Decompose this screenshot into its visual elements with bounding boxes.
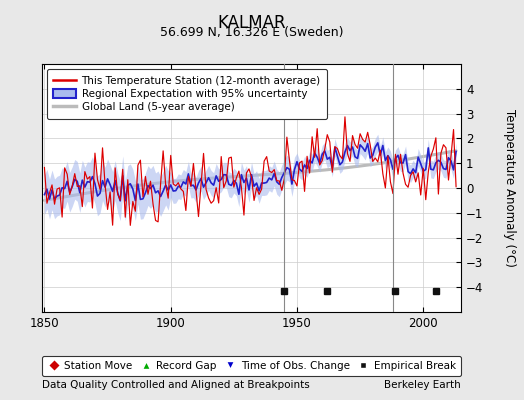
Text: Berkeley Earth: Berkeley Earth bbox=[385, 380, 461, 390]
Legend: Station Move, Record Gap, Time of Obs. Change, Empirical Break: Station Move, Record Gap, Time of Obs. C… bbox=[42, 356, 461, 376]
Text: 56.699 N, 16.326 E (Sweden): 56.699 N, 16.326 E (Sweden) bbox=[160, 26, 343, 39]
Text: KALMAR: KALMAR bbox=[217, 14, 286, 32]
Text: Data Quality Controlled and Aligned at Breakpoints: Data Quality Controlled and Aligned at B… bbox=[42, 380, 310, 390]
Y-axis label: Temperature Anomaly (°C): Temperature Anomaly (°C) bbox=[503, 109, 516, 267]
